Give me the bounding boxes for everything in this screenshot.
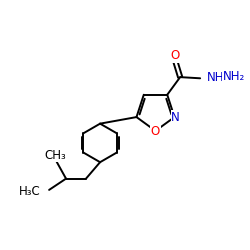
Text: H₃C: H₃C — [18, 184, 40, 198]
Text: NH: NH — [207, 70, 225, 84]
Text: N: N — [171, 110, 180, 124]
Text: O: O — [170, 49, 179, 62]
Text: O: O — [151, 125, 160, 138]
Text: NH₂: NH₂ — [223, 70, 245, 83]
Text: CH₃: CH₃ — [44, 149, 66, 162]
